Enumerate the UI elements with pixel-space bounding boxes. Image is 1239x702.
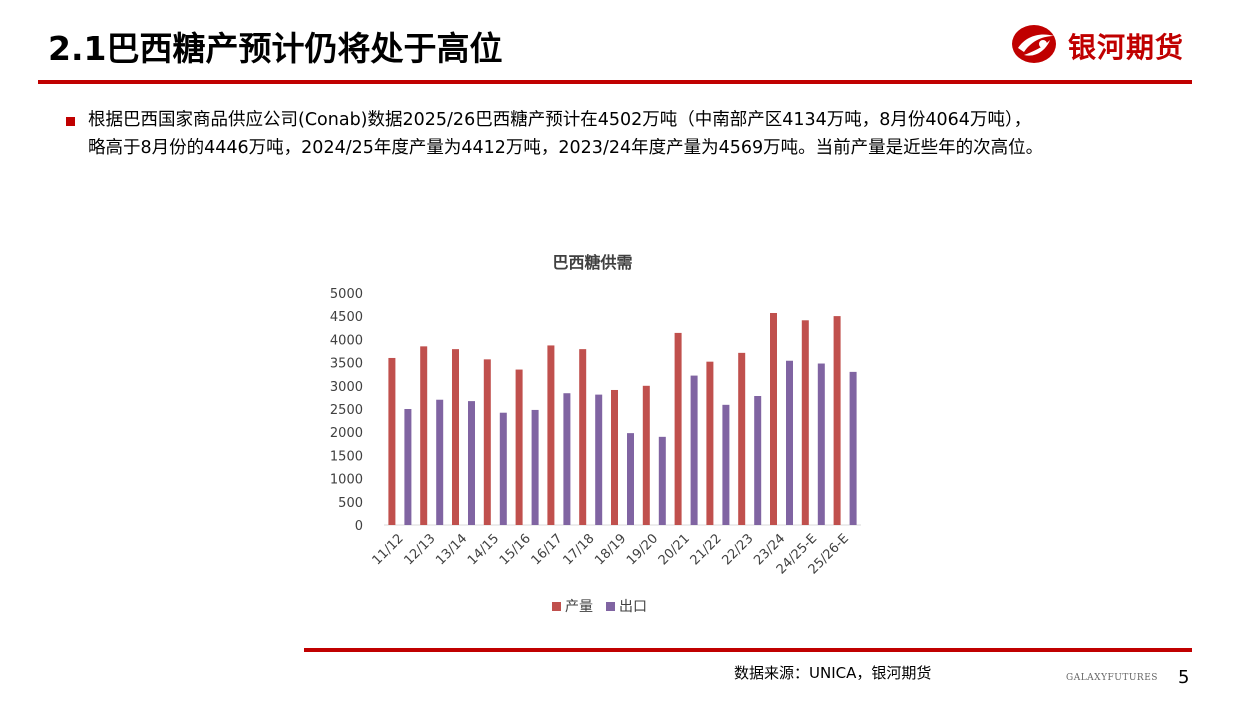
x-tick-label: 11/12 [370,531,407,568]
bar-export [817,363,825,525]
y-tick-label: 3000 [330,380,363,395]
chart-title: 巴西糖供需 [552,253,632,272]
bar-export [722,404,730,525]
bar-production [452,349,459,525]
x-tick-label: 22/23 [719,531,756,568]
y-tick-label: 0 [355,519,363,534]
y-tick-label: 3500 [330,357,363,372]
galaxy-logo-icon [1012,25,1056,63]
chart-container: 巴西糖供需 0 500 1000 1500 2000 2500 3000 3500 4000 450… [316,240,868,624]
bar-export [595,394,603,525]
y-tick-label: 1000 [330,473,363,488]
bar-export [436,399,444,525]
bar-production [579,349,587,525]
summary-line-1: 根据巴西国家商品供应公司(Conab)数据2025/26巴西糖产预计在4502万… [88,110,1032,130]
bar-production [388,357,396,525]
bar-export [754,396,762,525]
bar-production [420,346,428,525]
bar-export [627,433,634,525]
page-title: 2.1巴西糖产预计仍将处于高位 [48,29,503,68]
bar-export [499,412,507,525]
footer-brand: GALAXYFUTURES [1066,673,1158,683]
x-tick-label: 14/15 [465,531,502,568]
bar-production [483,359,491,525]
legend-swatch [552,602,561,611]
bar-production [706,361,714,525]
x-tick-label: 20/21 [656,531,693,568]
x-tick-label: 16/17 [529,531,566,568]
bar-export [849,371,857,525]
bar-export [468,401,475,525]
x-tick-label: 19/20 [624,531,661,568]
bar-production [770,312,777,525]
data-source: 数据来源：UNICA，银河期货 [734,664,932,682]
bar-export [690,375,698,525]
x-tick-label: 18/19 [592,531,629,568]
y-tick-label: 5000 [330,287,363,302]
y-tick-label: 4500 [330,310,363,325]
y-tick-label: 4000 [330,333,363,348]
bar-export [658,436,666,525]
footer-divider [304,648,1192,652]
header-divider [38,80,1192,84]
y-tick-label: 500 [338,496,363,511]
bar-production [833,316,841,525]
logo-text: 银河期货 [1068,31,1185,64]
summary-paragraph: 根据巴西国家商品供应公司(Conab)数据2025/26巴西糖产预计在4502万… [88,106,1188,162]
summary-line-2: 略高于8月份的4446万吨，2024/25年度产量为4412万吨，2023/24… [88,138,1044,158]
x-tick-label: 21/22 [688,531,725,568]
page-number: 5 [1178,667,1190,688]
x-tick-label: 15/16 [497,531,534,568]
y-tick-label: 2500 [330,403,363,418]
x-tick-label: 12/13 [401,531,438,568]
bar-production [515,369,523,525]
bar-production [738,352,746,525]
y-tick-label: 2000 [330,426,363,441]
legend-swatch [606,602,615,611]
bar-production [611,389,618,525]
y-tick-label: 1500 [330,449,363,464]
x-tick-label: 13/14 [433,531,470,568]
bullet-square-icon [66,117,75,126]
legend-label: 产量 [565,599,593,615]
bar-chart: 巴西糖供需 0 500 1000 1500 2000 2500 3000 3500 4000 450… [330,253,861,615]
bar-production [801,320,809,525]
bar-export [531,409,539,525]
bar-export [786,360,793,525]
x-tick-label: 17/18 [560,531,597,568]
bar-export [563,393,571,525]
bar-production [674,332,682,525]
legend-label: 出口 [619,599,647,615]
bar-production [547,345,555,525]
bar-production [642,385,650,525]
bar-export [404,409,412,525]
company-logo: 银河期货 [1010,22,1195,66]
